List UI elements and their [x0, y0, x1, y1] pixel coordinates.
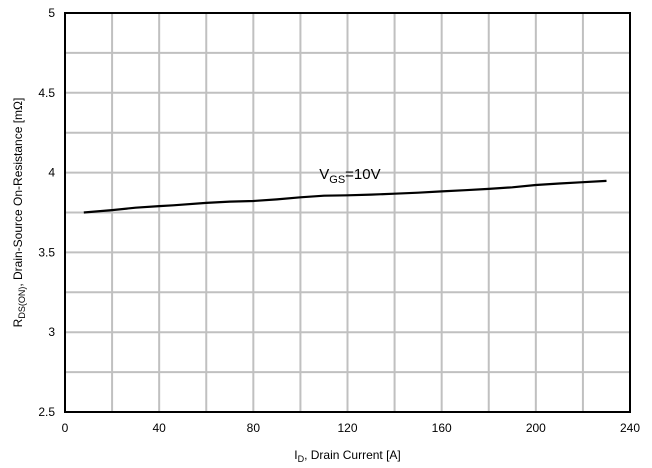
- series-line: [83, 179, 607, 214]
- gridlines: [65, 13, 630, 412]
- x-axis-label: ID, Drain Current [A]: [294, 448, 401, 464]
- x-tick-label: 240: [620, 421, 640, 435]
- x-tick-label: 40: [152, 421, 166, 435]
- y-tick-label: 3: [48, 325, 55, 339]
- x-tick-label: 80: [247, 421, 261, 435]
- tick-labels: 0 40 80 120 160 200 240 2.5 3 3.5 4 4.5 5: [38, 6, 640, 435]
- y-tick-label: 5: [48, 6, 55, 20]
- y-tick-label: 4: [48, 166, 55, 180]
- series-annotation: VGS=10V: [319, 166, 380, 186]
- x-tick-label: 200: [526, 421, 546, 435]
- series-layer: [83, 179, 607, 214]
- x-tick-label: 160: [432, 421, 452, 435]
- x-tick-label: 0: [62, 421, 69, 435]
- y-tick-label: 4.5: [38, 86, 55, 100]
- plot-area-frame: [64, 12, 631, 413]
- y-axis-label: RDS(ON), Drain-Source On-Resistance [mΩ]: [11, 98, 27, 328]
- y-tick-label: 2.5: [38, 405, 55, 419]
- x-tick-label: 120: [337, 421, 357, 435]
- y-tick-label: 3.5: [38, 245, 55, 259]
